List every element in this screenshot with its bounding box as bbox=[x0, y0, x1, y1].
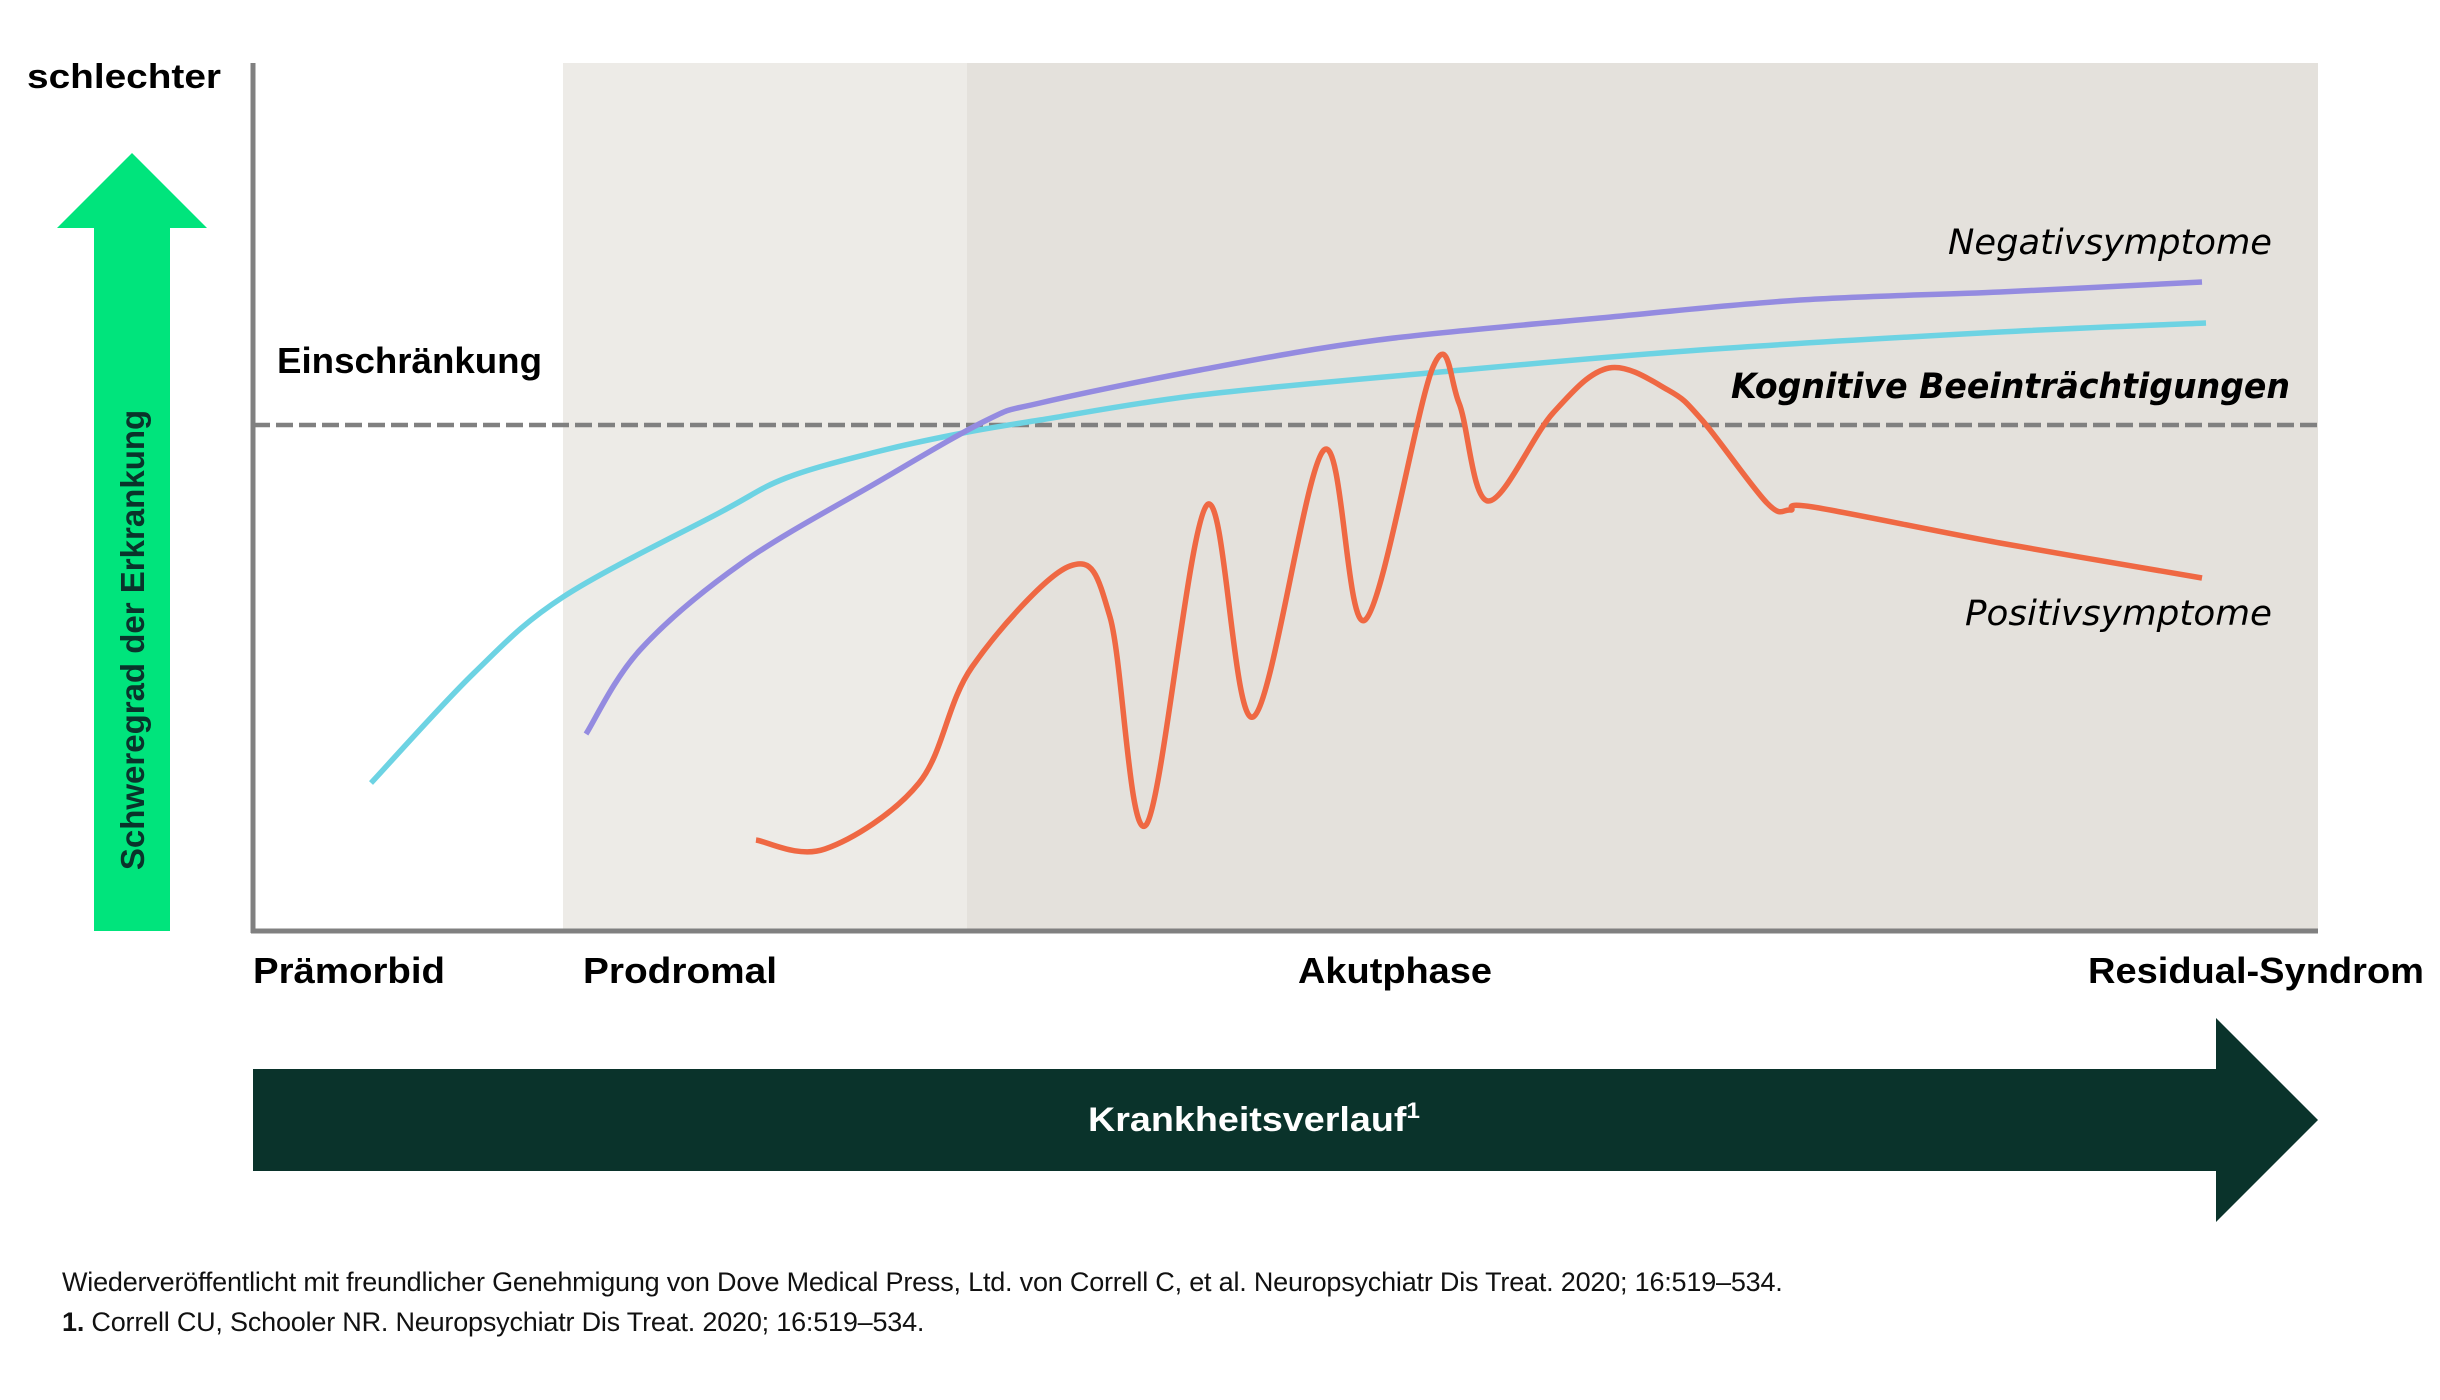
negative-symptoms-curve bbox=[583, 279, 2203, 736]
negative-symptoms-label: Negativsymptome bbox=[1948, 223, 2272, 263]
footnote-text: Correll CU, Schooler NR. Neuropsychiatr … bbox=[84, 1307, 925, 1337]
acute-region bbox=[967, 63, 2318, 929]
footer-line-2: 1. Correll CU, Schooler NR. Neuropsychia… bbox=[62, 1302, 1783, 1342]
y-axis-top-label: schlechter bbox=[27, 58, 221, 96]
positive-symptoms-label: Positivsymptome bbox=[1965, 594, 2272, 634]
disease-course-arrow-icon bbox=[253, 1018, 2318, 1222]
severity-arrow-icon bbox=[57, 153, 207, 931]
phase-label-residual: Residual-Syndrom bbox=[2088, 950, 2424, 991]
footer-citation: Wiederveröffentlicht mit freundlicher Ge… bbox=[62, 1262, 1783, 1342]
phase-label-acute: Akutphase bbox=[1298, 950, 1492, 991]
x-axis-title: Krankheitsverlauf 1 bbox=[1088, 1098, 1420, 1139]
x-axis-title-text: Krankheitsverlauf bbox=[1088, 1101, 1407, 1139]
positive-symptoms-curve bbox=[755, 351, 2203, 855]
phase-label-premorbid: Prämorbid bbox=[253, 950, 445, 991]
cognitive-impairment-label: Kognitive Beeinträchtigungen bbox=[1731, 367, 2290, 407]
threshold-label: Einschränkung bbox=[277, 340, 542, 381]
y-axis-title: Schweregrad der Erkrankung bbox=[114, 410, 151, 870]
footer-line-1: Wiederveröffentlicht mit freundlicher Ge… bbox=[62, 1267, 1783, 1297]
cognitive-impairment-curve bbox=[368, 320, 2207, 785]
prodromal-region bbox=[563, 63, 967, 929]
phase-label-prodromal: Prodromal bbox=[583, 950, 777, 991]
x-axis-title-superscript: 1 bbox=[1406, 1098, 1420, 1123]
footnote-number: 1. bbox=[62, 1307, 85, 1337]
